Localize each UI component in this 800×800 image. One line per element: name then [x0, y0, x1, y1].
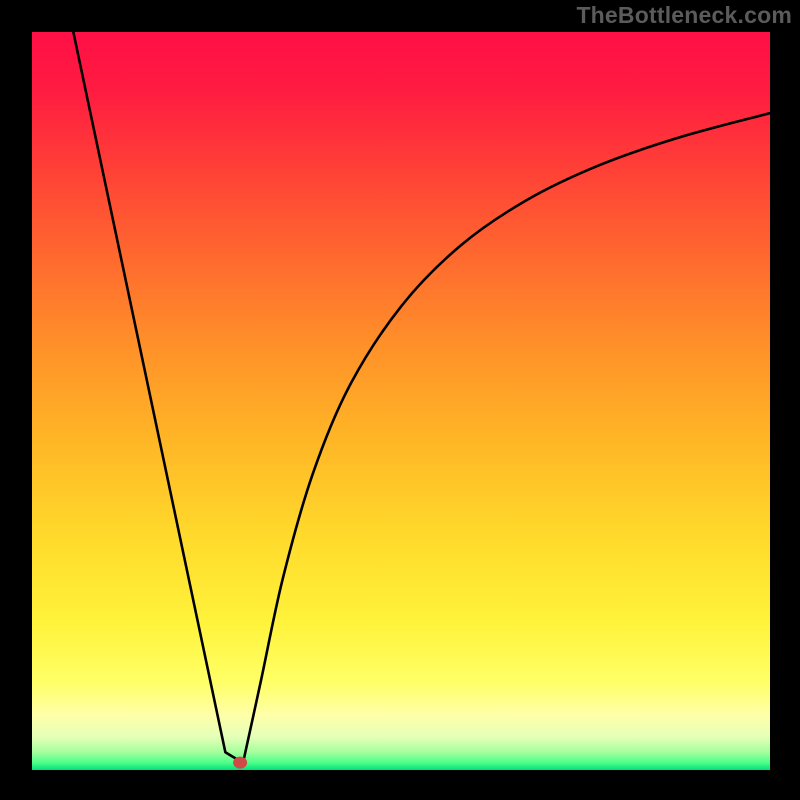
bottleneck-chart [32, 32, 770, 770]
chart-frame: TheBottleneck.com [0, 0, 800, 800]
valley-marker [233, 757, 247, 769]
watermark-text: TheBottleneck.com [576, 2, 792, 29]
